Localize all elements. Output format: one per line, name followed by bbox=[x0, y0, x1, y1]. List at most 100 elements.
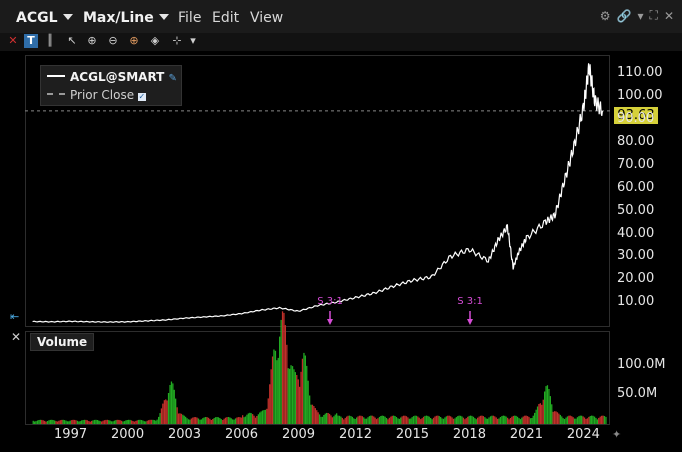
volume-bar bbox=[562, 418, 564, 424]
tools-icon[interactable]: ⊹ bbox=[172, 34, 182, 47]
expand-icon[interactable]: ⛶ bbox=[649, 8, 658, 22]
cursor-icon[interactable]: ↖ bbox=[67, 34, 77, 47]
volume-bar bbox=[155, 420, 157, 424]
volume-bar bbox=[51, 419, 53, 424]
volume-bar bbox=[125, 420, 127, 424]
series-line-acgl bbox=[32, 63, 603, 323]
volume-bar bbox=[214, 417, 217, 424]
volume-bar bbox=[300, 371, 302, 424]
zoom-in-icon[interactable]: ⊕ bbox=[87, 34, 97, 47]
wrench-icon[interactable]: ✎ bbox=[168, 73, 177, 84]
volume-bar bbox=[246, 414, 248, 424]
volume-bar bbox=[128, 419, 130, 424]
volume-bar bbox=[494, 416, 496, 424]
volume-bar bbox=[544, 391, 546, 424]
menu-edit[interactable]: Edit bbox=[212, 10, 240, 26]
split-arrow-head bbox=[327, 319, 333, 325]
volume-bar bbox=[176, 407, 178, 424]
volume-bar bbox=[421, 418, 423, 424]
volume-bar bbox=[217, 417, 220, 424]
volume-bar bbox=[138, 419, 140, 424]
volume-bar bbox=[234, 418, 237, 424]
volume-bar bbox=[368, 416, 371, 424]
time-tick-label: 2018 bbox=[452, 427, 486, 442]
zoom-out-icon[interactable]: ⊖ bbox=[108, 34, 118, 47]
volume-bar bbox=[334, 414, 336, 424]
volume-bar bbox=[603, 416, 606, 424]
bar-type-icon[interactable]: T bbox=[24, 34, 38, 48]
volume-bar bbox=[160, 408, 163, 424]
volume-bar bbox=[411, 417, 413, 424]
price-tick-label: 30.00 bbox=[617, 248, 655, 264]
volume-bar bbox=[273, 349, 275, 424]
volume-bar bbox=[596, 419, 598, 424]
volume-pane[interactable] bbox=[25, 331, 610, 425]
volume-bar bbox=[491, 415, 493, 424]
volume-bar bbox=[126, 420, 128, 424]
volume-bar bbox=[321, 416, 324, 424]
menu-view[interactable]: View bbox=[250, 10, 284, 26]
volume-bar bbox=[573, 418, 576, 424]
crosshair-icon[interactable]: ⊕ bbox=[129, 34, 139, 47]
volume-bar bbox=[515, 415, 517, 424]
volume-bar bbox=[535, 409, 537, 424]
volume-bar bbox=[105, 419, 107, 424]
volume-bar bbox=[113, 420, 116, 424]
split-marker: S 3:1 bbox=[457, 296, 483, 307]
dropdown-icon[interactable]: ▾ bbox=[190, 34, 196, 47]
scroll-left-icon[interactable]: ⇤ bbox=[10, 310, 20, 323]
volume-bar bbox=[563, 419, 566, 424]
checkbox-icon[interactable]: ✓ bbox=[137, 92, 146, 101]
volume-bar bbox=[450, 416, 452, 424]
time-tick-label: 2012 bbox=[338, 427, 373, 442]
volume-bar bbox=[579, 415, 581, 424]
volume-bar bbox=[576, 417, 579, 424]
volume-bar bbox=[384, 416, 386, 424]
volume-bar bbox=[158, 416, 160, 424]
volume-bar bbox=[166, 400, 168, 424]
fit-icon[interactable]: ◈ bbox=[150, 34, 160, 47]
volume-bar bbox=[196, 417, 198, 424]
volume-bar bbox=[546, 385, 549, 424]
volume-bar bbox=[478, 416, 480, 424]
volume-bar bbox=[346, 416, 348, 424]
symbol-selector[interactable]: ACGL bbox=[16, 9, 73, 27]
volume-bar bbox=[375, 419, 378, 424]
volume-bar bbox=[73, 419, 76, 424]
legend-prior-close[interactable]: Prior Close ✓ bbox=[47, 88, 146, 102]
legend-series[interactable]: ACGL@SMART ✎ bbox=[47, 70, 177, 84]
volume-bar bbox=[98, 420, 100, 424]
chart-mode-selector[interactable]: Max/Line bbox=[83, 9, 169, 27]
chart-toolbar: ✕ T ║ ↖ ⊕ ⊖ ⊕ ◈ ⊹ ▾ bbox=[0, 33, 682, 51]
volume-bar bbox=[408, 418, 410, 424]
chart-legend: ACGL@SMART ✎ Prior Close ✓ bbox=[40, 65, 182, 106]
volume-bar bbox=[566, 416, 569, 424]
volume-bar bbox=[492, 415, 494, 424]
chevron-down-icon[interactable]: ▾ bbox=[637, 8, 644, 23]
link-icon[interactable]: 🔗 bbox=[616, 8, 632, 23]
close-volume-pane-icon[interactable]: ✕ bbox=[11, 330, 22, 344]
scroll-right-icon[interactable]: ✦ bbox=[612, 428, 622, 441]
volume-bar bbox=[541, 404, 543, 424]
menu-file[interactable]: File bbox=[178, 10, 202, 26]
volume-bar bbox=[38, 420, 40, 424]
volume-bar bbox=[99, 421, 101, 424]
volume-bar bbox=[290, 365, 292, 424]
volume-bar bbox=[534, 412, 536, 424]
volume-bar bbox=[516, 416, 519, 424]
volume-bar bbox=[243, 417, 245, 424]
volume-bar bbox=[487, 418, 489, 424]
close-window-icon[interactable]: ✕ bbox=[663, 8, 674, 23]
volume-bar bbox=[132, 421, 134, 424]
volume-bar bbox=[495, 417, 497, 424]
volume-bar bbox=[374, 417, 376, 424]
close-icon[interactable]: ✕ bbox=[8, 34, 18, 47]
volume-bar bbox=[34, 421, 36, 424]
price-tick-label: 10.00 bbox=[617, 294, 655, 310]
candles-icon[interactable]: ║ bbox=[46, 34, 54, 47]
volume-bar bbox=[96, 420, 98, 424]
volume-bar bbox=[504, 415, 506, 424]
gear-icon[interactable]: ⚙ bbox=[599, 8, 611, 23]
volume-bar bbox=[304, 355, 306, 424]
volume-bar bbox=[267, 398, 269, 424]
